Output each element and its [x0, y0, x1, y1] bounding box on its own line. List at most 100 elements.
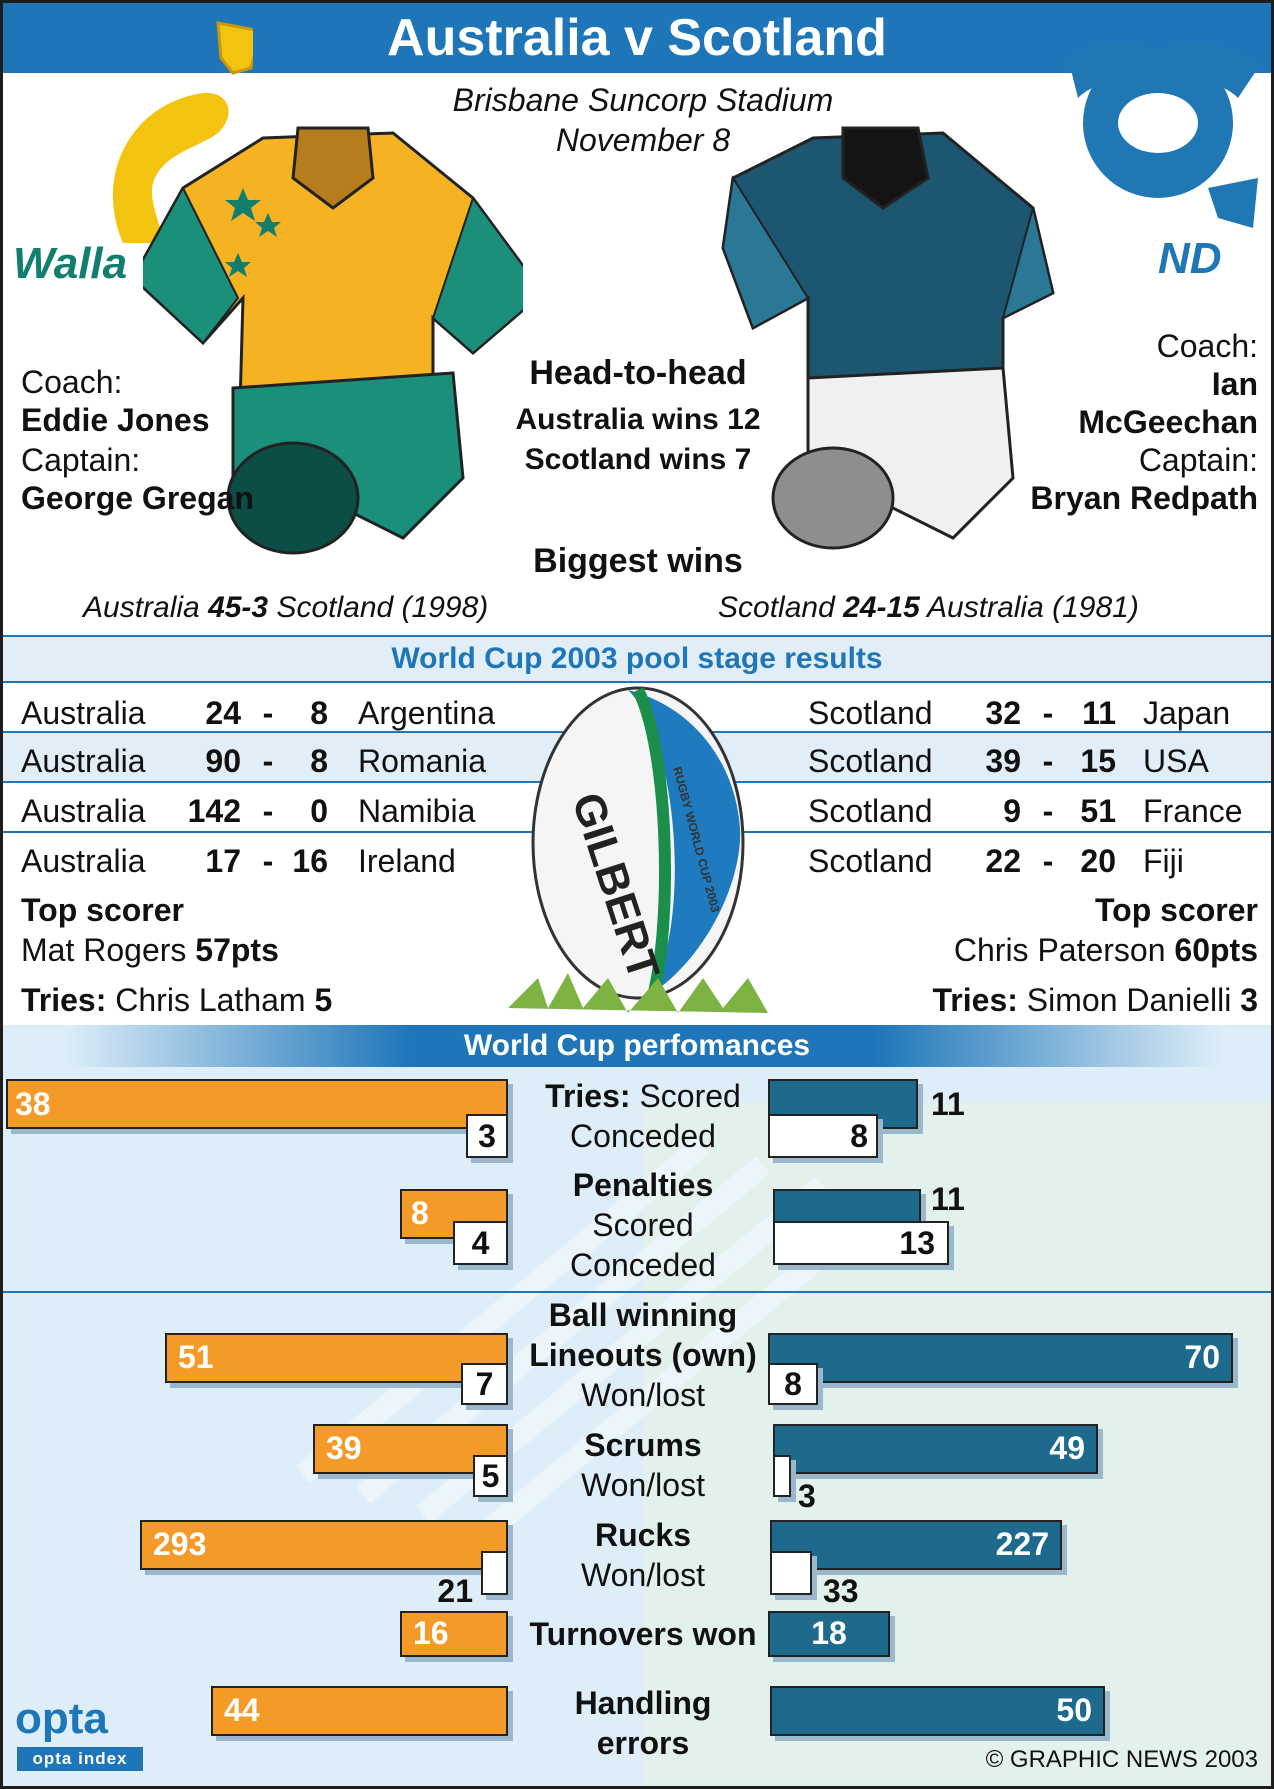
aus-turnovers-bar: [400, 1611, 508, 1657]
aus-rucks-lost-value: 21: [437, 1573, 473, 1609]
sco-captain-label: Captain:: [1138, 442, 1258, 478]
sco-top-scorer-label: Top scorer: [1095, 892, 1258, 928]
result-opponent: USA: [1143, 743, 1209, 779]
result-dash: -: [262, 843, 274, 879]
handling-errors-label-1: Handling: [574, 1685, 712, 1721]
h2h-title: Head-to-head: [529, 354, 747, 392]
aus-handling-bar: [211, 1686, 508, 1736]
aus-lineouts-won-value: 51: [178, 1339, 214, 1375]
result-score-1: 142: [187, 793, 241, 829]
sco-lineouts-won-value: 70: [1184, 1339, 1220, 1375]
result-score-1: 17: [205, 843, 241, 879]
result-team: Scotland: [808, 843, 933, 879]
aus-tries: Tries: Chris Latham 5: [21, 982, 333, 1018]
sco-scrums-won-value: 49: [1049, 1430, 1085, 1466]
result-opponent: Ireland: [358, 843, 456, 879]
aus-rucks-lost-bar: [481, 1551, 508, 1595]
svg-text:Walla: Walla: [13, 239, 127, 283]
aus-scrums-won-value: 39: [326, 1430, 362, 1466]
result-dash: -: [262, 695, 274, 731]
tries-conceded-label: Conceded: [570, 1118, 716, 1154]
sco-handling-bar: [770, 1686, 1105, 1736]
aus-coach: Eddie Jones: [21, 402, 210, 438]
result-score-2: 20: [1080, 843, 1116, 879]
result-team: Scotland: [808, 793, 933, 829]
sco-scrums-won-bar: [773, 1424, 1098, 1474]
sco-turnovers-value: 18: [811, 1615, 847, 1651]
h2h-australia: Australia wins 12: [515, 403, 761, 436]
sco-tries-conceded-value: 8: [850, 1118, 868, 1154]
sco-scrums-lost-value: 3: [798, 1478, 816, 1514]
result-score-2: 15: [1080, 743, 1116, 779]
result-opponent: Japan: [1143, 695, 1231, 731]
result-score-2: 51: [1080, 793, 1116, 829]
result-dash: -: [1042, 743, 1054, 779]
sco-rucks-won-value: 227: [995, 1526, 1049, 1562]
opta-logo: opta: [15, 1694, 108, 1743]
result-score-2: 8: [310, 743, 328, 779]
penalties-scored-label: Scored: [592, 1207, 694, 1243]
aus-tries-scored-bar: [6, 1079, 508, 1129]
sco-lineouts-lost-bar: [768, 1363, 818, 1405]
scrums-label: Scrums: [584, 1427, 702, 1463]
handling-errors-label-2: errors: [596, 1725, 690, 1761]
h2h-scotland: Scotland wins 7: [524, 443, 752, 476]
rucks-label: Rucks: [594, 1517, 692, 1553]
result-dash: -: [262, 793, 274, 829]
result-score-1: 9: [1003, 793, 1021, 829]
aus-top-scorer-label: Top scorer: [21, 892, 184, 928]
page-title: Australia v Scotland: [3, 3, 1271, 73]
result-score-2: 16: [292, 843, 328, 879]
sco-coach-first: Ian: [1211, 366, 1258, 402]
biggest-wins-title: Biggest wins: [533, 542, 743, 580]
result-score-1: 22: [985, 843, 1021, 879]
venue: Brisbane Suncorp Stadium: [452, 82, 834, 118]
sco-top-scorer: Chris Paterson 60pts: [953, 932, 1258, 968]
aus-handling-value: 44: [224, 1692, 260, 1728]
result-team: Australia: [21, 843, 146, 879]
aus-lineouts-lost-bar: [461, 1363, 508, 1405]
aus-rucks-won-bar: [140, 1520, 508, 1570]
pool-title: World Cup 2003 pool stage results: [391, 642, 883, 675]
lineouts-wonlost-label: Won/lost: [581, 1377, 705, 1413]
sco-turnovers-bar: [768, 1611, 890, 1657]
result-team: Australia: [21, 793, 146, 829]
lineouts-label: Lineouts (own): [529, 1337, 757, 1373]
aus-top-scorer: Mat Rogers 57pts: [21, 932, 279, 968]
sco-coach-label: Coach:: [1156, 328, 1258, 364]
sco-penalties-conceded-bar: [773, 1221, 949, 1265]
aus-biggest-win: Australia 45-3 Scotland (1998): [83, 591, 489, 624]
tries-label: Tries: Scored: [545, 1078, 741, 1114]
performances-title: World Cup perfomances: [463, 1029, 811, 1062]
result-dash: -: [1042, 695, 1054, 731]
result-opponent: Romania: [358, 743, 487, 779]
penalties-label: Penalties: [572, 1167, 714, 1203]
scrums-wonlost-label: Won/lost: [581, 1467, 705, 1503]
aus-turnovers-value: 16: [413, 1615, 449, 1651]
result-score-2: 0: [310, 793, 328, 829]
aus-penalties-scored-value: 8: [411, 1195, 429, 1231]
sco-coach-last: McGeechan: [1078, 404, 1258, 440]
australia-jersey-icon: [143, 126, 523, 555]
result-score-1: 32: [985, 695, 1021, 731]
sco-scrums-lost-bar: [773, 1455, 791, 1497]
aus-tries-conceded-bar: [466, 1114, 508, 1158]
penalties-conceded-label: Conceded: [570, 1247, 716, 1283]
sco-biggest-win: Scotland 24-15 Australia (1981): [718, 591, 1139, 624]
result-score-2: 11: [1082, 695, 1116, 731]
sco-lineouts-won-bar: [768, 1333, 1233, 1383]
aus-captain-label: Captain:: [21, 442, 141, 478]
result-opponent: Argentina: [358, 695, 495, 731]
sco-tries: Tries: Simon Danielli 3: [932, 982, 1258, 1018]
opta-index-badge: opta index: [17, 1747, 143, 1771]
result-score-1: 24: [205, 695, 241, 731]
ball-winning-label: Ball winning: [548, 1297, 738, 1333]
scotland-thistle-logo-icon: ND: [1068, 43, 1258, 278]
result-dash: -: [1042, 843, 1054, 879]
sco-penalties-scored-bar: [773, 1189, 921, 1225]
aus-coach-label: Coach:: [21, 364, 123, 400]
result-team: Scotland: [808, 695, 933, 731]
result-opponent: France: [1143, 793, 1243, 829]
sco-penalties-scored-value: 11: [931, 1181, 965, 1217]
